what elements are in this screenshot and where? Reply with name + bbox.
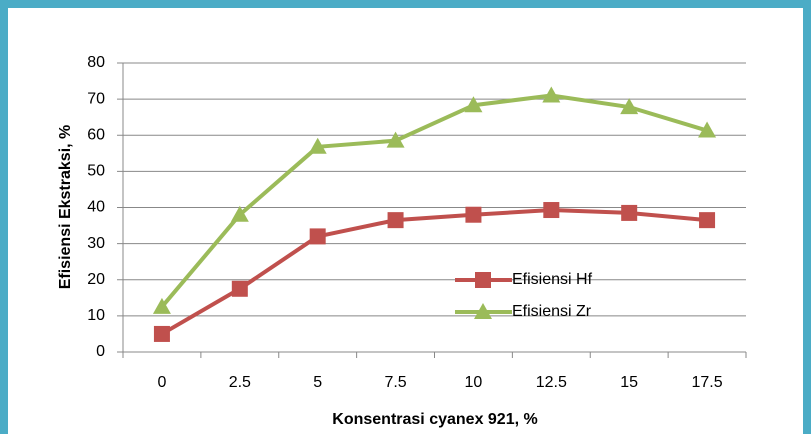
data-point xyxy=(308,137,327,154)
data-point xyxy=(543,202,560,219)
data-point xyxy=(542,86,561,103)
x-tick-label: 7.5 xyxy=(384,374,406,391)
data-point xyxy=(620,98,639,115)
x-tick-label: 10 xyxy=(465,374,483,391)
series-line xyxy=(160,208,708,336)
data-point xyxy=(464,96,483,113)
y-tick-label: 50 xyxy=(87,163,105,180)
y-tick-label: 60 xyxy=(87,126,105,143)
data-point xyxy=(465,206,482,223)
legend-marker xyxy=(475,272,491,288)
x-tick-label: 5 xyxy=(313,374,322,391)
legend-label: Efisiensi Hf xyxy=(512,271,593,288)
data-point xyxy=(153,325,170,342)
data-point xyxy=(698,121,717,138)
data-point xyxy=(152,297,171,314)
legend-label: Efisiensi Zr xyxy=(512,303,592,320)
y-tick-label: 10 xyxy=(87,307,105,324)
y-tick-label: 30 xyxy=(87,235,105,252)
x-axis-title: Konsentrasi cyanex 921, % xyxy=(332,411,537,428)
y-tick-label: 80 xyxy=(87,54,105,71)
x-tick-label: 0 xyxy=(157,374,166,391)
data-point xyxy=(699,212,716,229)
y-tick-label: 70 xyxy=(87,90,105,107)
y-axis-title: Efisiensi Ekstraksi, % xyxy=(57,125,74,290)
data-point xyxy=(309,228,326,245)
data-point xyxy=(387,212,404,229)
data-point xyxy=(386,131,405,148)
x-tick-label: 17.5 xyxy=(691,374,722,391)
x-tick-label: 2.5 xyxy=(229,374,251,391)
x-tick-label: 12.5 xyxy=(536,374,567,391)
y-tick-label: 0 xyxy=(96,343,105,360)
series-line xyxy=(160,93,708,309)
legend-marker xyxy=(474,303,492,319)
x-tick-label: 15 xyxy=(620,374,638,391)
data-point xyxy=(621,204,638,221)
y-tick-label: 20 xyxy=(87,271,105,288)
y-tick-label: 40 xyxy=(87,199,105,216)
data-point xyxy=(230,205,249,222)
data-point xyxy=(231,280,248,297)
